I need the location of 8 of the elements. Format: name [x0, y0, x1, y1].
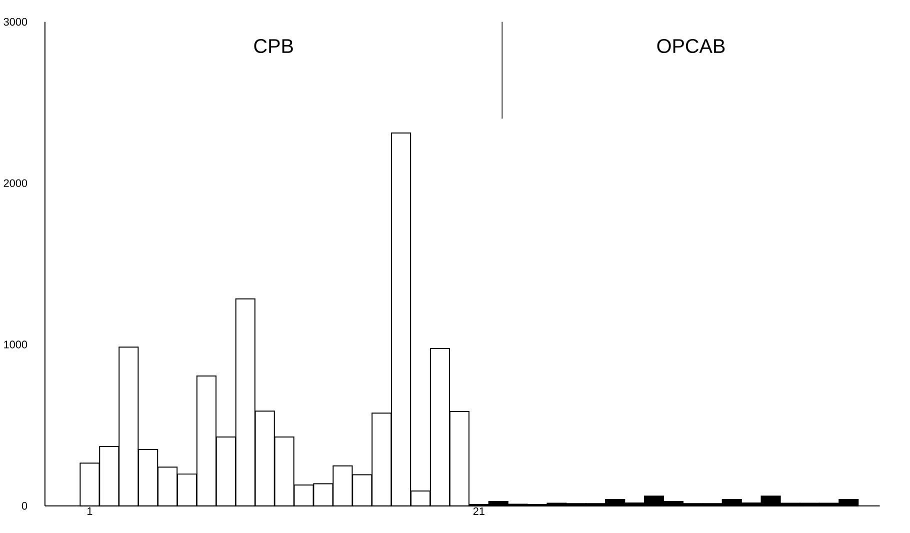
- annotation: CPB: [254, 39, 293, 54]
- x-tick-label: 1: [87, 508, 92, 515]
- y-tick-label: 1000: [4, 340, 28, 349]
- x-tick-label: 21: [473, 508, 484, 516]
- annotation: OPCAB: [657, 39, 725, 54]
- y-tick-label: 2000: [4, 179, 28, 188]
- y-tick-label: 0: [22, 502, 28, 510]
- y-tick-label: 3000: [4, 18, 28, 26]
